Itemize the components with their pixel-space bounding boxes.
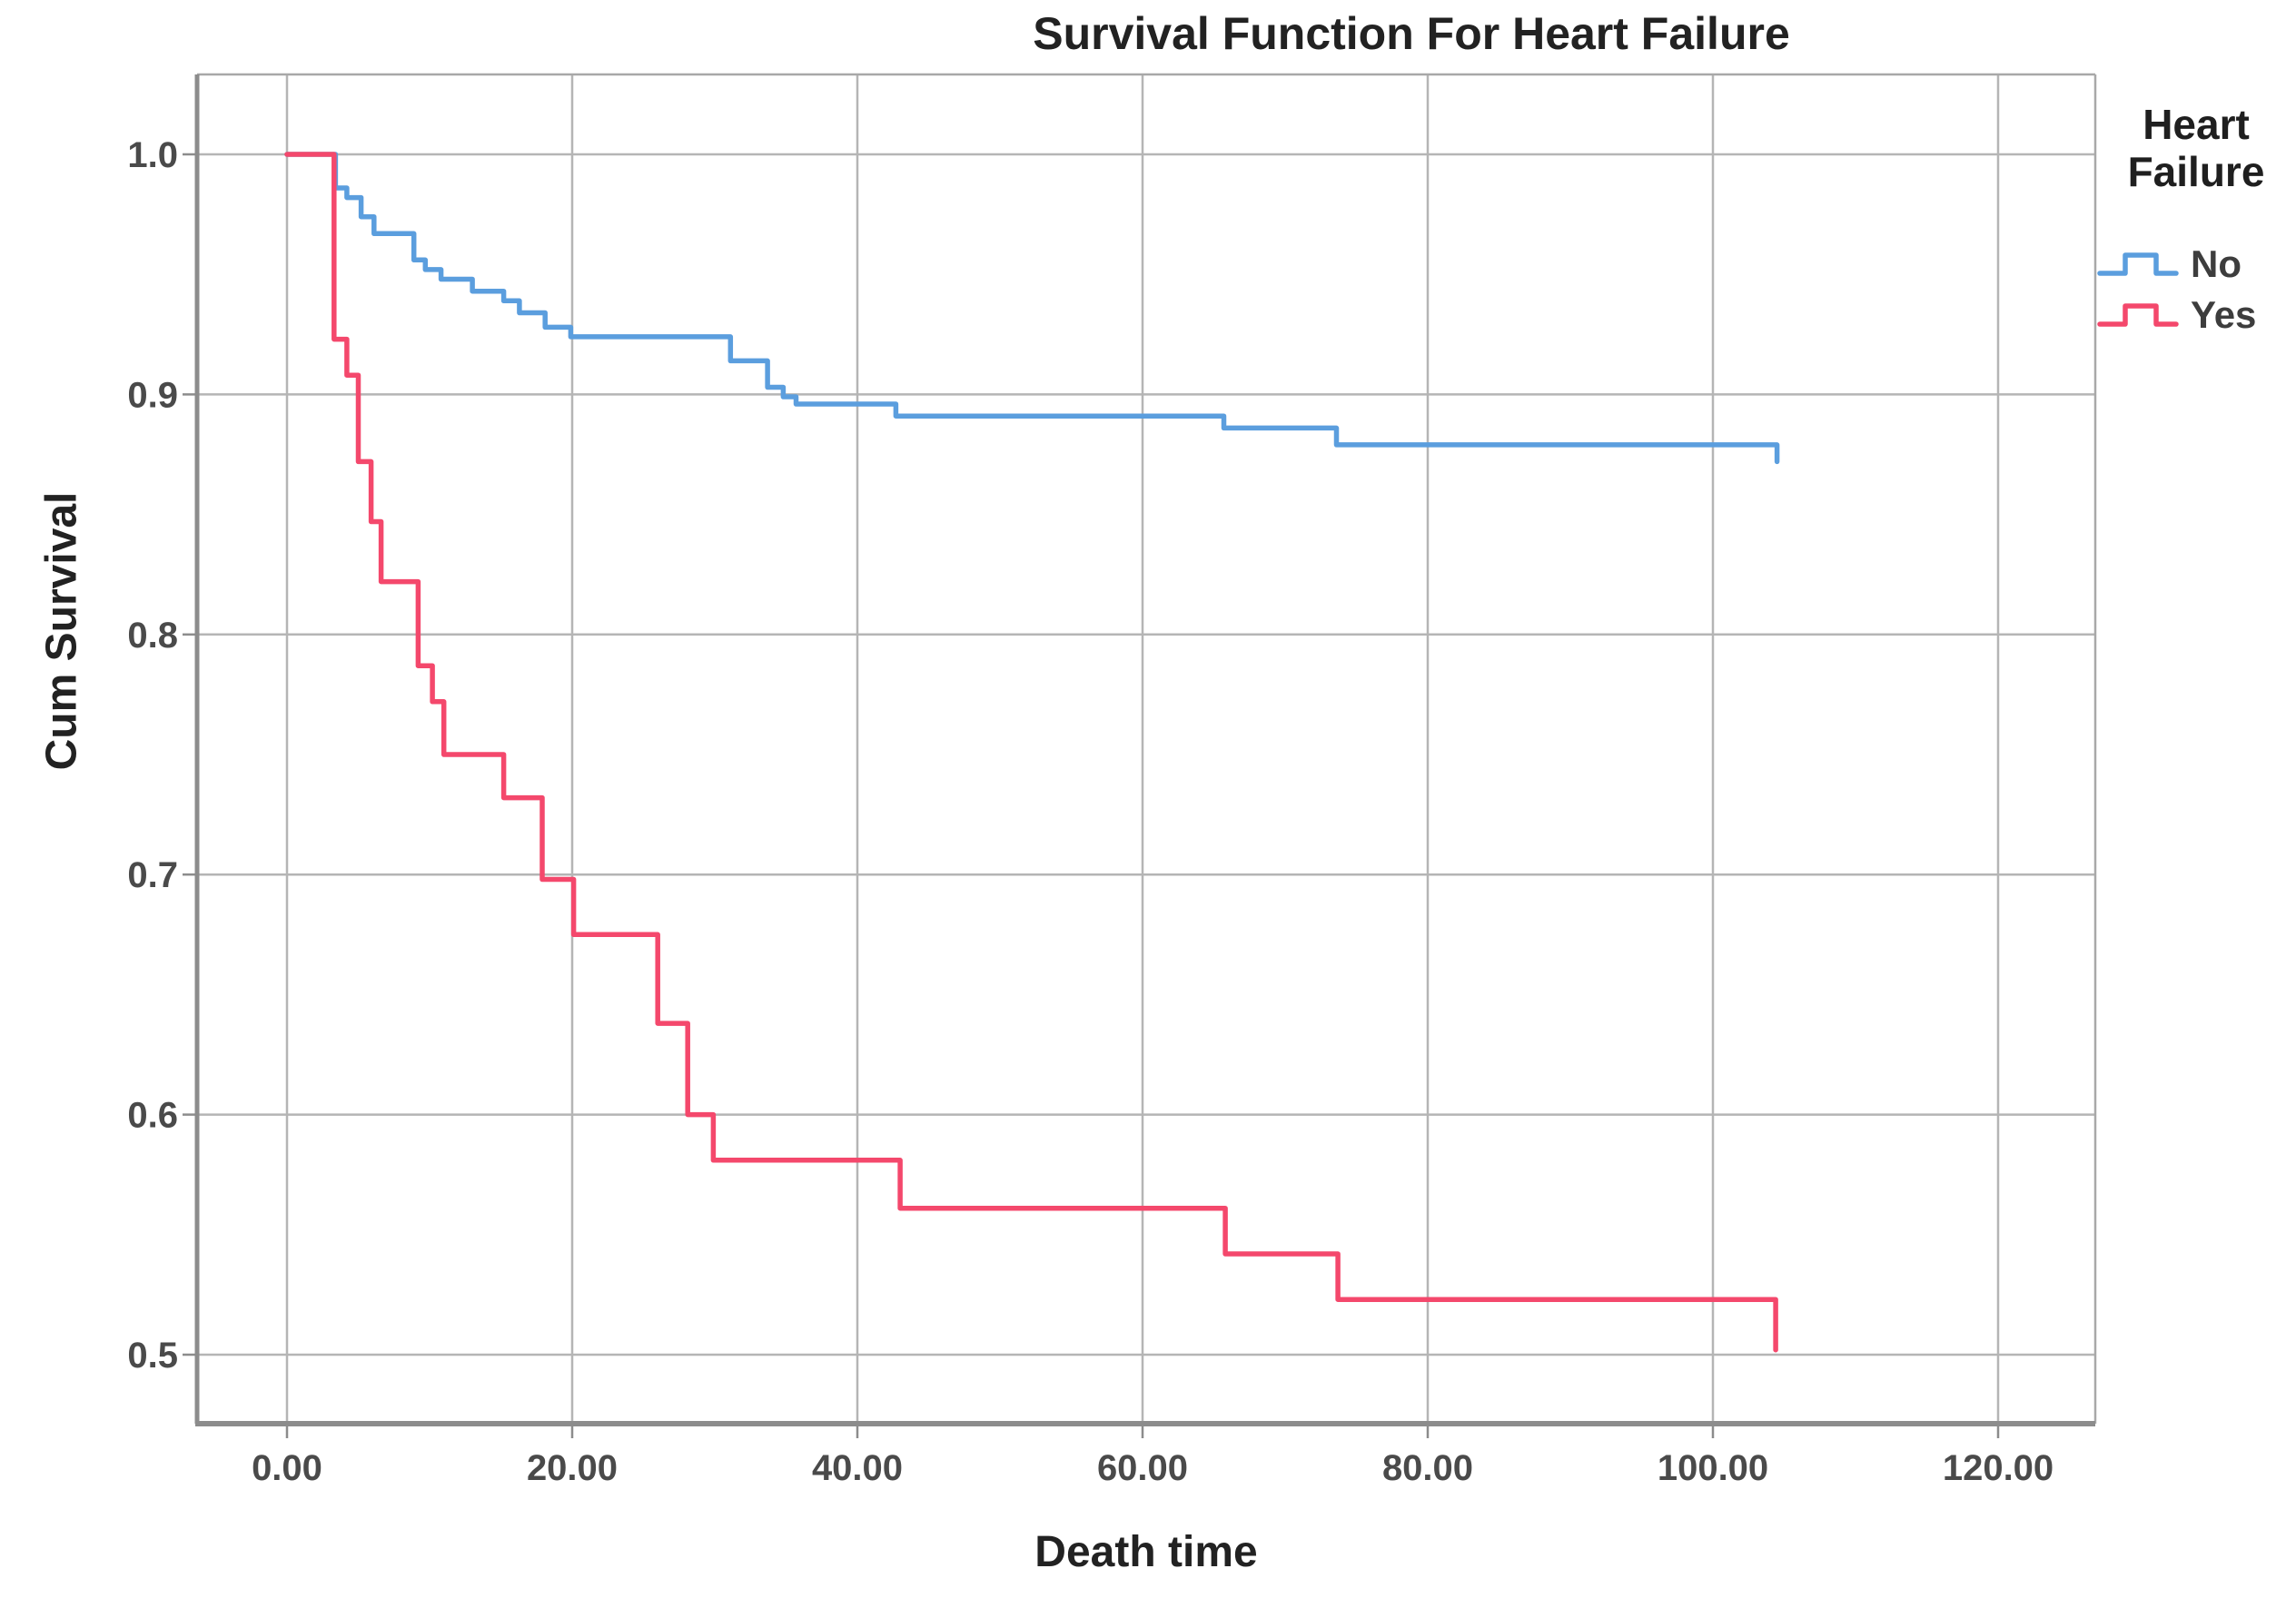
legend-step-line-path [2097,303,2179,327]
x-tick-label-0.00: 0.00 [252,1448,322,1488]
legend-item-label: Yes [2191,293,2257,337]
legend: Heart Failure No Yes [2096,101,2296,340]
y-tick-label-0.5: 0.5 [127,1336,178,1376]
y-tick-label-0.9: 0.9 [127,375,178,415]
legend-title: Heart Failure [2127,101,2265,195]
legend-step-line-path [2097,252,2179,276]
x-tick-label-60.00: 60.00 [1097,1448,1188,1488]
x-tick-label-40.00: 40.00 [812,1448,903,1488]
legend-item-no: No [2096,239,2296,290]
legend-item-yes: Yes [2096,290,2296,340]
legend-step-line-icon-no [2097,252,2179,276]
x-tick-label-120.00: 120.00 [1943,1448,2054,1488]
x-tick-label-20.00: 20.00 [527,1448,618,1488]
y-tick-label-1.0: 1.0 [127,135,178,175]
x-axis-title: Death time [1034,1528,1258,1576]
km-curve-yes [284,152,1778,1353]
x-tick-label-80.00: 80.00 [1382,1448,1473,1488]
legend-items: No Yes [2096,239,2296,340]
y-tick-label-0.8: 0.8 [127,616,178,656]
legend-step-line-icon-yes [2097,303,2179,327]
chart-title: Survival Function For Heart Failure [1033,8,1790,59]
y-tick-label-0.6: 0.6 [127,1096,178,1136]
km-curve-no [284,152,1780,465]
y-tick-label-0.7: 0.7 [127,855,178,895]
legend-item-label: No [2191,242,2242,286]
x-tick-label-100.00: 100.00 [1658,1448,1768,1488]
y-axis-title: Cum Survival [37,491,86,771]
